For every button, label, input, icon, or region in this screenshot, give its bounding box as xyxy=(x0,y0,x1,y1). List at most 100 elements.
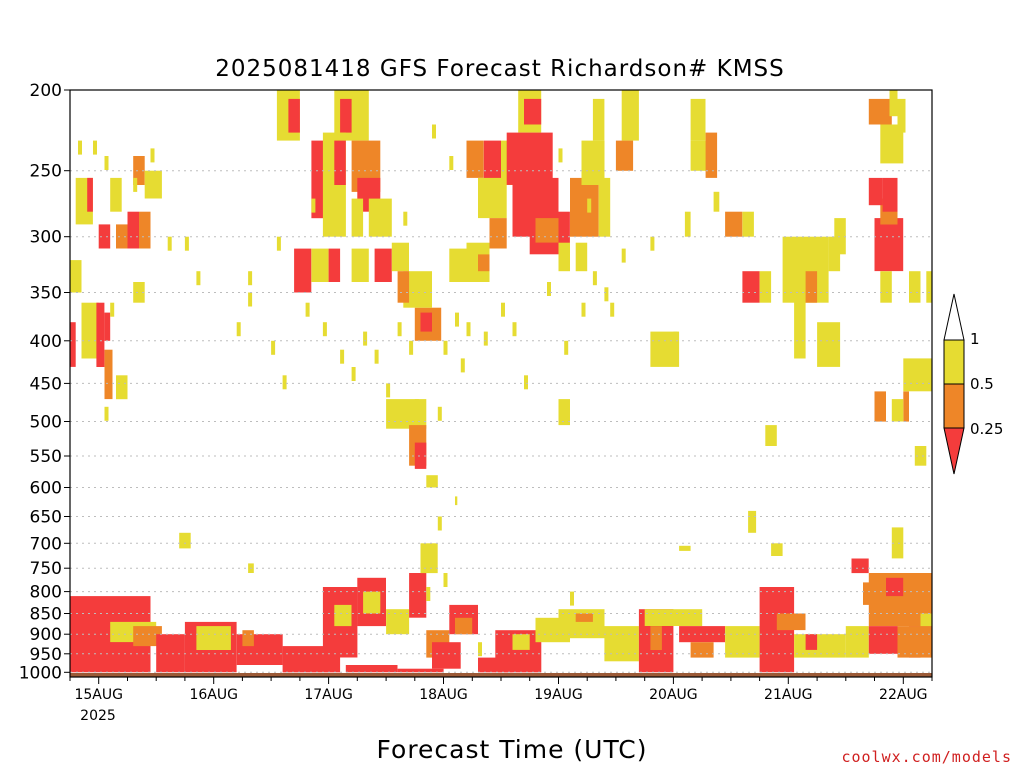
ri-cell-yellow xyxy=(725,626,760,658)
ri-cell-yellow xyxy=(449,248,467,282)
ri-cell-yellow xyxy=(558,399,570,426)
ri-cell-yellow xyxy=(386,609,410,635)
ri-speck xyxy=(483,331,488,346)
ri-speck xyxy=(570,591,574,606)
ri-speck xyxy=(397,322,402,337)
ri-cell-yellow xyxy=(771,543,783,556)
ri-cell-yellow xyxy=(880,271,892,303)
ri-cell-red xyxy=(340,98,352,133)
ri-cell-yellow xyxy=(845,626,869,658)
ri-cell-red xyxy=(742,271,760,303)
y-tick-label: 1000 xyxy=(19,663,62,683)
ri-speck xyxy=(248,292,253,307)
ri-cell-yellow xyxy=(116,375,128,400)
ri-cell-red xyxy=(868,177,883,206)
x-tick-label: 16AUG xyxy=(189,687,238,703)
y-tick-label: 250 xyxy=(30,162,62,182)
ri-speck xyxy=(449,156,454,170)
ri-speck xyxy=(592,271,597,286)
y-tick-label: 200 xyxy=(30,81,62,101)
x-tick-label: 15AUG xyxy=(74,687,123,703)
y-tick-label: 500 xyxy=(30,413,62,433)
richardson-cells xyxy=(70,90,932,673)
ri-speck xyxy=(150,148,155,163)
ri-cell-orange xyxy=(104,349,113,400)
ri-cell-orange xyxy=(897,626,932,658)
ri-cell-orange xyxy=(489,218,507,249)
ri-cell-red xyxy=(409,573,427,618)
ri-speck xyxy=(604,287,609,302)
ri-speck xyxy=(414,399,419,414)
ri-cell-red xyxy=(679,626,726,643)
ri-cell-yellow xyxy=(386,399,427,429)
ri-cell-red xyxy=(87,177,93,212)
x-tick-label: 22AUG xyxy=(879,687,928,703)
ri-cell-yellow xyxy=(621,90,639,141)
ri-cell-orange xyxy=(903,391,909,422)
x-tick-label: 19AUG xyxy=(534,687,583,703)
ri-cell-red xyxy=(414,442,427,469)
x-tick-label: 20AUG xyxy=(649,687,698,703)
ri-cell-red xyxy=(397,668,444,673)
ri-cell-red xyxy=(156,634,185,673)
ri-speck xyxy=(282,375,287,390)
ri-speck xyxy=(610,302,615,317)
ri-speck xyxy=(501,302,505,317)
richardson-specks xyxy=(78,124,678,657)
ri-speck xyxy=(374,349,379,364)
ri-speck xyxy=(340,349,345,364)
ri-speck xyxy=(587,198,592,213)
y-tick-label: 900 xyxy=(30,625,62,645)
ri-cell-orange xyxy=(650,626,662,650)
ri-cell-red xyxy=(104,312,111,341)
legend-bin-red xyxy=(943,427,965,475)
ri-cell-red xyxy=(506,132,553,185)
ri-speck xyxy=(437,516,442,531)
ri-cell-red xyxy=(334,140,346,185)
ground-layer xyxy=(70,673,932,677)
ri-speck xyxy=(403,211,408,226)
ri-cell-yellow xyxy=(179,532,191,549)
ri-cell-yellow xyxy=(581,140,605,185)
ri-speck xyxy=(248,271,253,286)
ri-cell-red xyxy=(127,211,139,249)
ri-speck xyxy=(455,312,459,327)
ri-cell-yellow xyxy=(426,475,438,488)
ri-cell-yellow xyxy=(604,626,639,662)
ri-cell-yellow xyxy=(351,248,369,282)
ri-speck xyxy=(547,282,551,296)
ri-cell-orange xyxy=(133,626,162,647)
ri-cell-red xyxy=(288,98,300,133)
ri-speck xyxy=(409,340,414,355)
ri-cell-red xyxy=(432,642,461,669)
ri-cell-red xyxy=(420,312,432,332)
y-axis: 200 250 300 350 400 450 500 550 600 650 700 750 8008… xyxy=(19,81,70,683)
ri-speck xyxy=(167,236,172,251)
ri-cell-orange xyxy=(725,211,743,237)
ri-cell-yellow xyxy=(334,604,352,627)
ri-cell-orange xyxy=(116,224,128,249)
ri-cell-yellow xyxy=(420,543,438,574)
x-year-label: 2025 xyxy=(80,708,116,724)
ri-cell-yellow xyxy=(196,626,231,650)
legend-bin-over-1 xyxy=(943,293,965,341)
ri-cell-yellow xyxy=(759,271,772,303)
ri-cell-red xyxy=(868,626,898,654)
ri-cell-red xyxy=(886,577,904,597)
y-tick-label: 750 xyxy=(30,559,62,579)
x-tick-label: 21AUG xyxy=(764,687,813,703)
ri-speck xyxy=(558,148,563,163)
ri-cell-yellow xyxy=(880,124,904,164)
x-axis: 15AUG 16AUG 17AUG 18AUG 19AUG 20AUG 21AUG 22AUG xyxy=(69,677,933,703)
ri-speck xyxy=(432,124,436,139)
y-tick-label: 800 xyxy=(30,583,62,603)
ri-cell-yellow xyxy=(133,282,145,303)
ri-cell-yellow xyxy=(311,248,329,282)
ri-cell-yellow xyxy=(903,358,932,392)
ri-speck xyxy=(271,340,276,355)
ri-speck xyxy=(437,406,442,421)
ri-cell-red xyxy=(96,302,105,367)
ri-speck xyxy=(110,302,115,317)
ri-cell-red xyxy=(882,177,898,212)
